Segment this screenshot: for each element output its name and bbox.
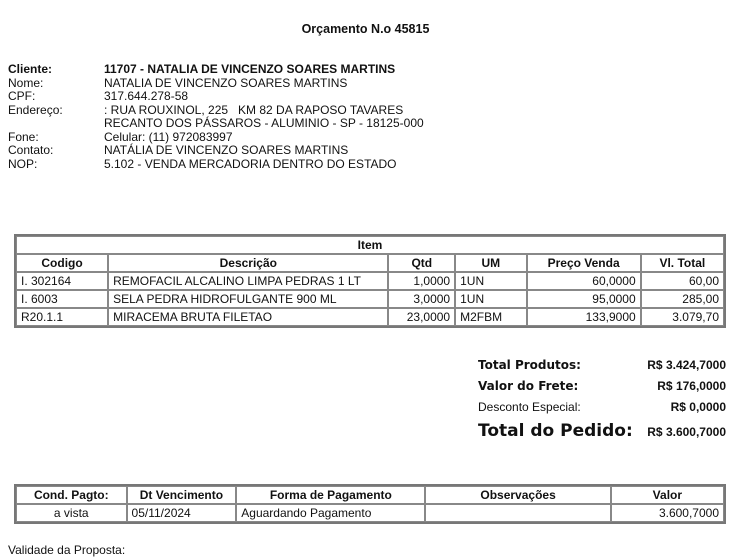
column-header: Observações xyxy=(425,486,611,504)
total-produtos-label: Total Produtos: xyxy=(478,358,581,372)
field-label: Fone: xyxy=(8,129,39,144)
field-value: NATÁLIA DE VINCENZO SOARES MARTINS xyxy=(104,143,349,157)
table-cell: REMOFACIL ALCALINO LIMPA PEDRAS 1 LT xyxy=(108,272,389,290)
client-field: Cliente: 11707 - NATALIA DE VINCENZO SOAR… xyxy=(8,62,424,77)
column-header: Forma de Pagamento xyxy=(236,486,426,504)
table-cell: 1,0000 xyxy=(388,272,456,290)
column-header: Cond. Pagto: xyxy=(16,486,127,504)
column-header: Preço Venda xyxy=(526,254,641,272)
page-title: Orçamento N.o 45815 xyxy=(301,22,430,36)
table-cell: 133,9000 xyxy=(526,308,641,326)
column-header: Vl. Total xyxy=(640,254,724,272)
client-field: NOP: 5.102 - VENDA MERCADORIA DENTRO DO E… xyxy=(8,156,424,172)
field-value: 11707 - NATALIA DE VINCENZO SOARES MARTI… xyxy=(104,62,396,76)
table-cell: SELA PEDRA HIDROFULGANTE 900 ML xyxy=(108,290,389,308)
table-cell: I. 6003 xyxy=(16,290,109,308)
field-value: NATALIA DE VINCENZO SOARES MARTINS xyxy=(104,75,348,90)
table-cell: Aguardando Pagamento xyxy=(236,504,426,522)
field-label: CPF: xyxy=(8,89,36,103)
table-cell: 3.600,7000 xyxy=(610,504,724,522)
table-cell: 60,00 xyxy=(640,272,724,290)
table-cell: a vista xyxy=(16,504,127,522)
total-pedido-label: Total do Pedido: xyxy=(478,421,633,441)
frete-value: R$ 176,0000 xyxy=(657,379,726,393)
table-cell: 3.079,70 xyxy=(640,308,724,326)
client-field: CPF: 317.644.278-58 xyxy=(8,89,424,104)
column-header: Descrição xyxy=(108,254,389,272)
table-row: I. 302164 REMOFACIL ALCALINO LIMPA PEDRAS… xyxy=(16,272,724,290)
desconto-label: Desconto Especial: xyxy=(478,400,581,414)
field-label: Contato: xyxy=(8,143,54,157)
client-info: Cliente: 11707 - NATALIA DE VINCENZO SOAR… xyxy=(8,62,424,172)
table-cell: 05/11/2024 xyxy=(126,504,237,522)
client-field: Contato: NATÁLIA DE VINCENZO SOARES MARTI… xyxy=(8,143,424,158)
field-label: Cliente: xyxy=(8,62,53,76)
table-row: R20.1.1 MIRACEMA BRUTA FILETAO 23,0000 M2FB… xyxy=(16,308,724,326)
total-produtos-value: R$ 3.424,7000 xyxy=(647,358,726,372)
frete-label: Valor do Frete: xyxy=(478,379,579,393)
table-cell: MIRACEMA BRUTA FILETAO xyxy=(108,308,389,326)
table-cell: M2FBM xyxy=(455,308,527,326)
column-header: Valor xyxy=(610,486,724,504)
field-label: Endereço: xyxy=(8,102,63,117)
table-cell xyxy=(425,504,611,522)
field-label: NOP: xyxy=(8,156,38,171)
field-label: Nome: xyxy=(8,75,44,90)
total-pedido-value: R$ 3.600,7000 xyxy=(647,425,726,439)
column-header: UM xyxy=(455,254,527,272)
column-header: Qtd xyxy=(388,254,456,272)
client-field: RECANTO DOS PÁSSAROS - ALUMINIO - SP - 1… xyxy=(8,116,424,131)
table-cell: 95,0000 xyxy=(526,290,641,308)
field-value: Celular: (11) 972083997 xyxy=(104,129,233,144)
table-cell: 1UN xyxy=(455,290,527,308)
table-cell: I. 302164 xyxy=(16,272,109,290)
column-header: Dt Vencimento xyxy=(126,486,237,504)
desconto-value: R$ 0,0000 xyxy=(670,400,726,414)
field-value: 317.644.278-58 xyxy=(104,89,189,103)
table-cell: 1UN xyxy=(455,272,527,290)
client-field: Fone: Celular: (11) 972083997 xyxy=(8,129,424,145)
client-field: Endereço: : RUA ROUXINOL, 225 KM 82 DA RA… xyxy=(8,102,424,118)
table-row: I. 6003 SELA PEDRA HIDROFULGANTE 900 ML 3,… xyxy=(16,290,724,308)
items-table: Item Codigo Descrição Qtd UM Preço Venda Vl. … xyxy=(14,234,726,328)
field-value: 5.102 - VENDA MERCADORIA DENTRO DO ESTAD… xyxy=(104,156,397,171)
table-cell: 60,0000 xyxy=(526,272,641,290)
column-header: Codigo xyxy=(16,254,109,272)
table-cell: 23,0000 xyxy=(388,308,456,326)
table-cell: 285,00 xyxy=(640,290,724,308)
field-value: : RUA ROUXINOL, 225 KM 82 DA RAPOSO TAVA… xyxy=(104,102,404,117)
client-field: Nome: NATALIA DE VINCENZO SOARES MARTINS xyxy=(8,75,424,91)
items-caption: Item xyxy=(16,236,724,254)
validity-label: Validade da Proposta: xyxy=(8,543,126,557)
table-cell: 3,0000 xyxy=(388,290,456,308)
payment-table: Cond. Pagto: Dt Vencimento Forma de Pagame… xyxy=(14,484,726,524)
totals: Total Produtos: R$ 3.424,7000 Valor do Fr… xyxy=(478,358,726,447)
field-value: RECANTO DOS PÁSSAROS - ALUMINIO - SP - 1… xyxy=(104,116,424,130)
table-cell: R20.1.1 xyxy=(16,308,109,326)
